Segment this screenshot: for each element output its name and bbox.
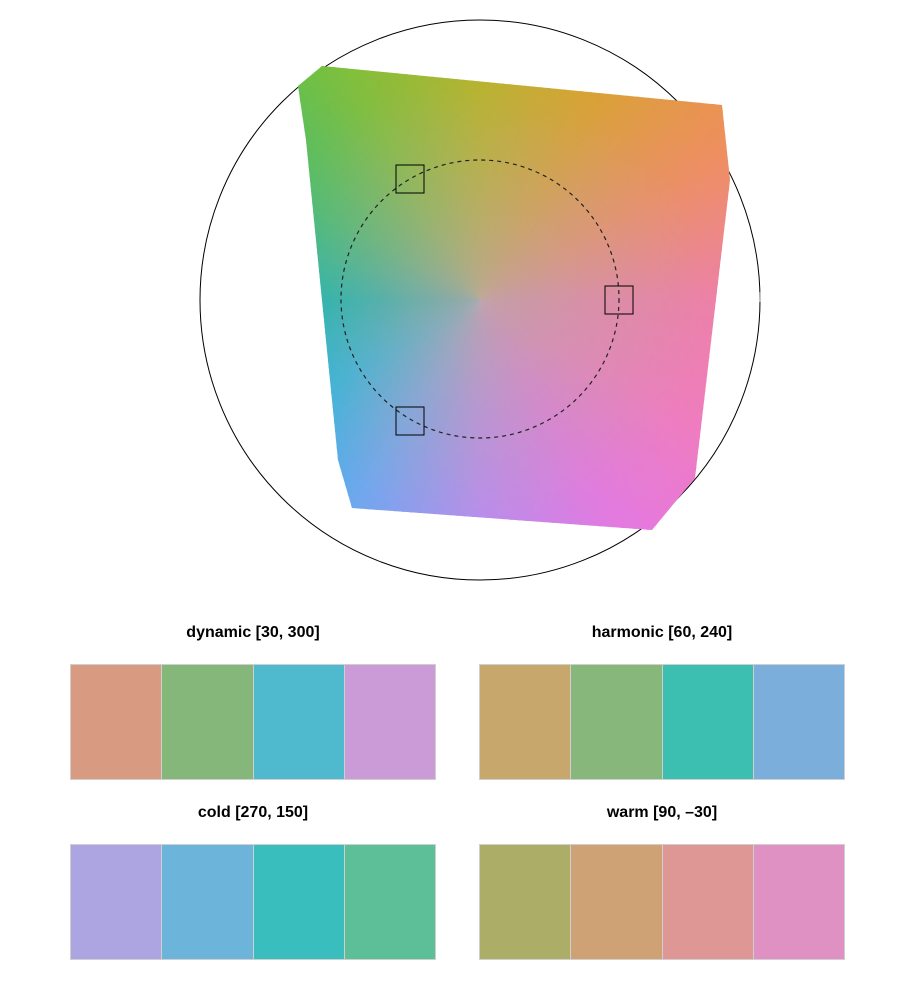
- color-swatch: [571, 665, 662, 779]
- swatch-row: [70, 664, 436, 780]
- color-gamut: [298, 66, 730, 530]
- color-swatch: [162, 845, 253, 959]
- color-swatch: [662, 845, 753, 959]
- inner-dashed-circle: [340, 159, 620, 439]
- swatch-row: [70, 844, 436, 960]
- color-wheel-diagram: [199, 19, 761, 581]
- color-swatch: [71, 665, 162, 779]
- palette-title: dynamic [30, 300]: [186, 624, 320, 641]
- swatch-row: [479, 664, 845, 780]
- color-swatch: [662, 665, 753, 779]
- marker-square: [604, 285, 634, 315]
- palette-title: warm [90, –30]: [606, 804, 718, 821]
- center-glow: [298, 66, 730, 530]
- color-swatch: [753, 845, 844, 959]
- palette-title: cold [270, 150]: [197, 804, 309, 821]
- color-swatch: [253, 665, 344, 779]
- swatch-row: [479, 844, 845, 960]
- color-swatch: [480, 665, 571, 779]
- color-swatch: [344, 665, 435, 779]
- color-swatch: [753, 665, 844, 779]
- color-swatch: [71, 845, 162, 959]
- color-swatch: [344, 845, 435, 959]
- color-swatch: [571, 845, 662, 959]
- marker-square: [395, 406, 425, 436]
- palette-title: harmonic [60, 240]: [591, 624, 733, 641]
- marker-square: [395, 164, 425, 194]
- color-swatch: [253, 845, 344, 959]
- color-swatch: [162, 665, 253, 779]
- color-swatch: [480, 845, 571, 959]
